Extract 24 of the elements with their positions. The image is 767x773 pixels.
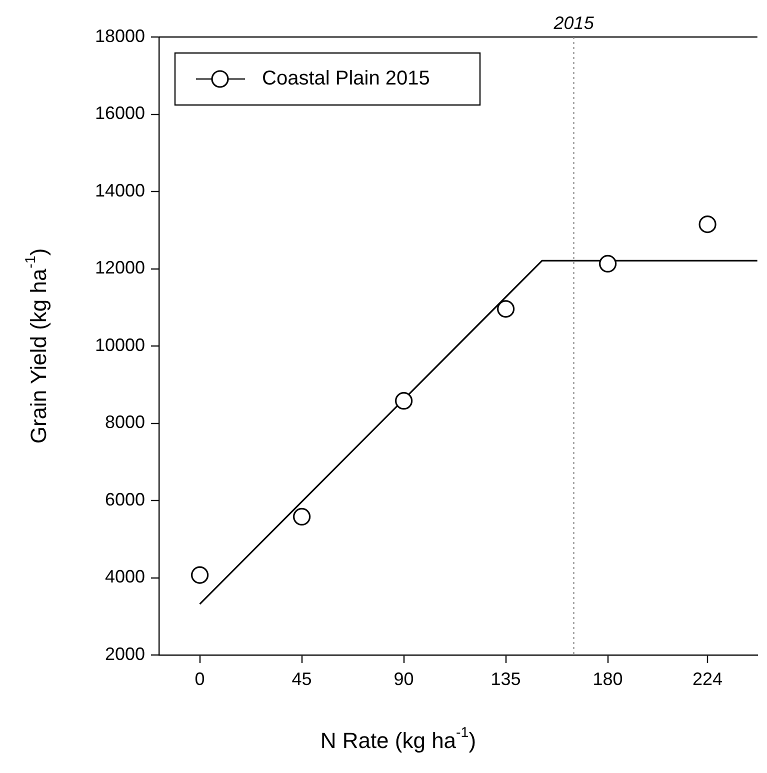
point xyxy=(191,566,209,584)
point xyxy=(395,392,413,410)
x-tick-label: 45 xyxy=(292,668,312,689)
y-tick-label: 12000 xyxy=(94,258,145,278)
y-tick-label: 6000 xyxy=(104,489,145,510)
y-tick-label: 16000 xyxy=(94,103,145,124)
point xyxy=(497,300,515,318)
y-tick-label: 14000 xyxy=(94,180,145,200)
legend-label: Coastal Plain 2015 xyxy=(262,68,430,90)
y-axis-title: Grain Yield (kg ha-1) xyxy=(23,248,52,444)
x-tick-label: 90 xyxy=(394,668,414,689)
y-tick-label: 8000 xyxy=(104,412,145,432)
y-tick-label: 10000 xyxy=(94,334,145,355)
y-tick-label: 2000 xyxy=(104,644,145,664)
x-tick-label: 224 xyxy=(692,668,723,689)
x-tick-label: 0 xyxy=(194,668,205,689)
x-tick-label: 180 xyxy=(592,668,623,689)
y-tick-label: 4000 xyxy=(104,566,145,587)
point xyxy=(599,254,617,273)
annotation: 2015 xyxy=(552,13,595,33)
point xyxy=(698,216,716,234)
point xyxy=(293,508,311,526)
y-tick-label: 18000 xyxy=(94,26,145,46)
x-tick-label: 135 xyxy=(490,668,521,689)
